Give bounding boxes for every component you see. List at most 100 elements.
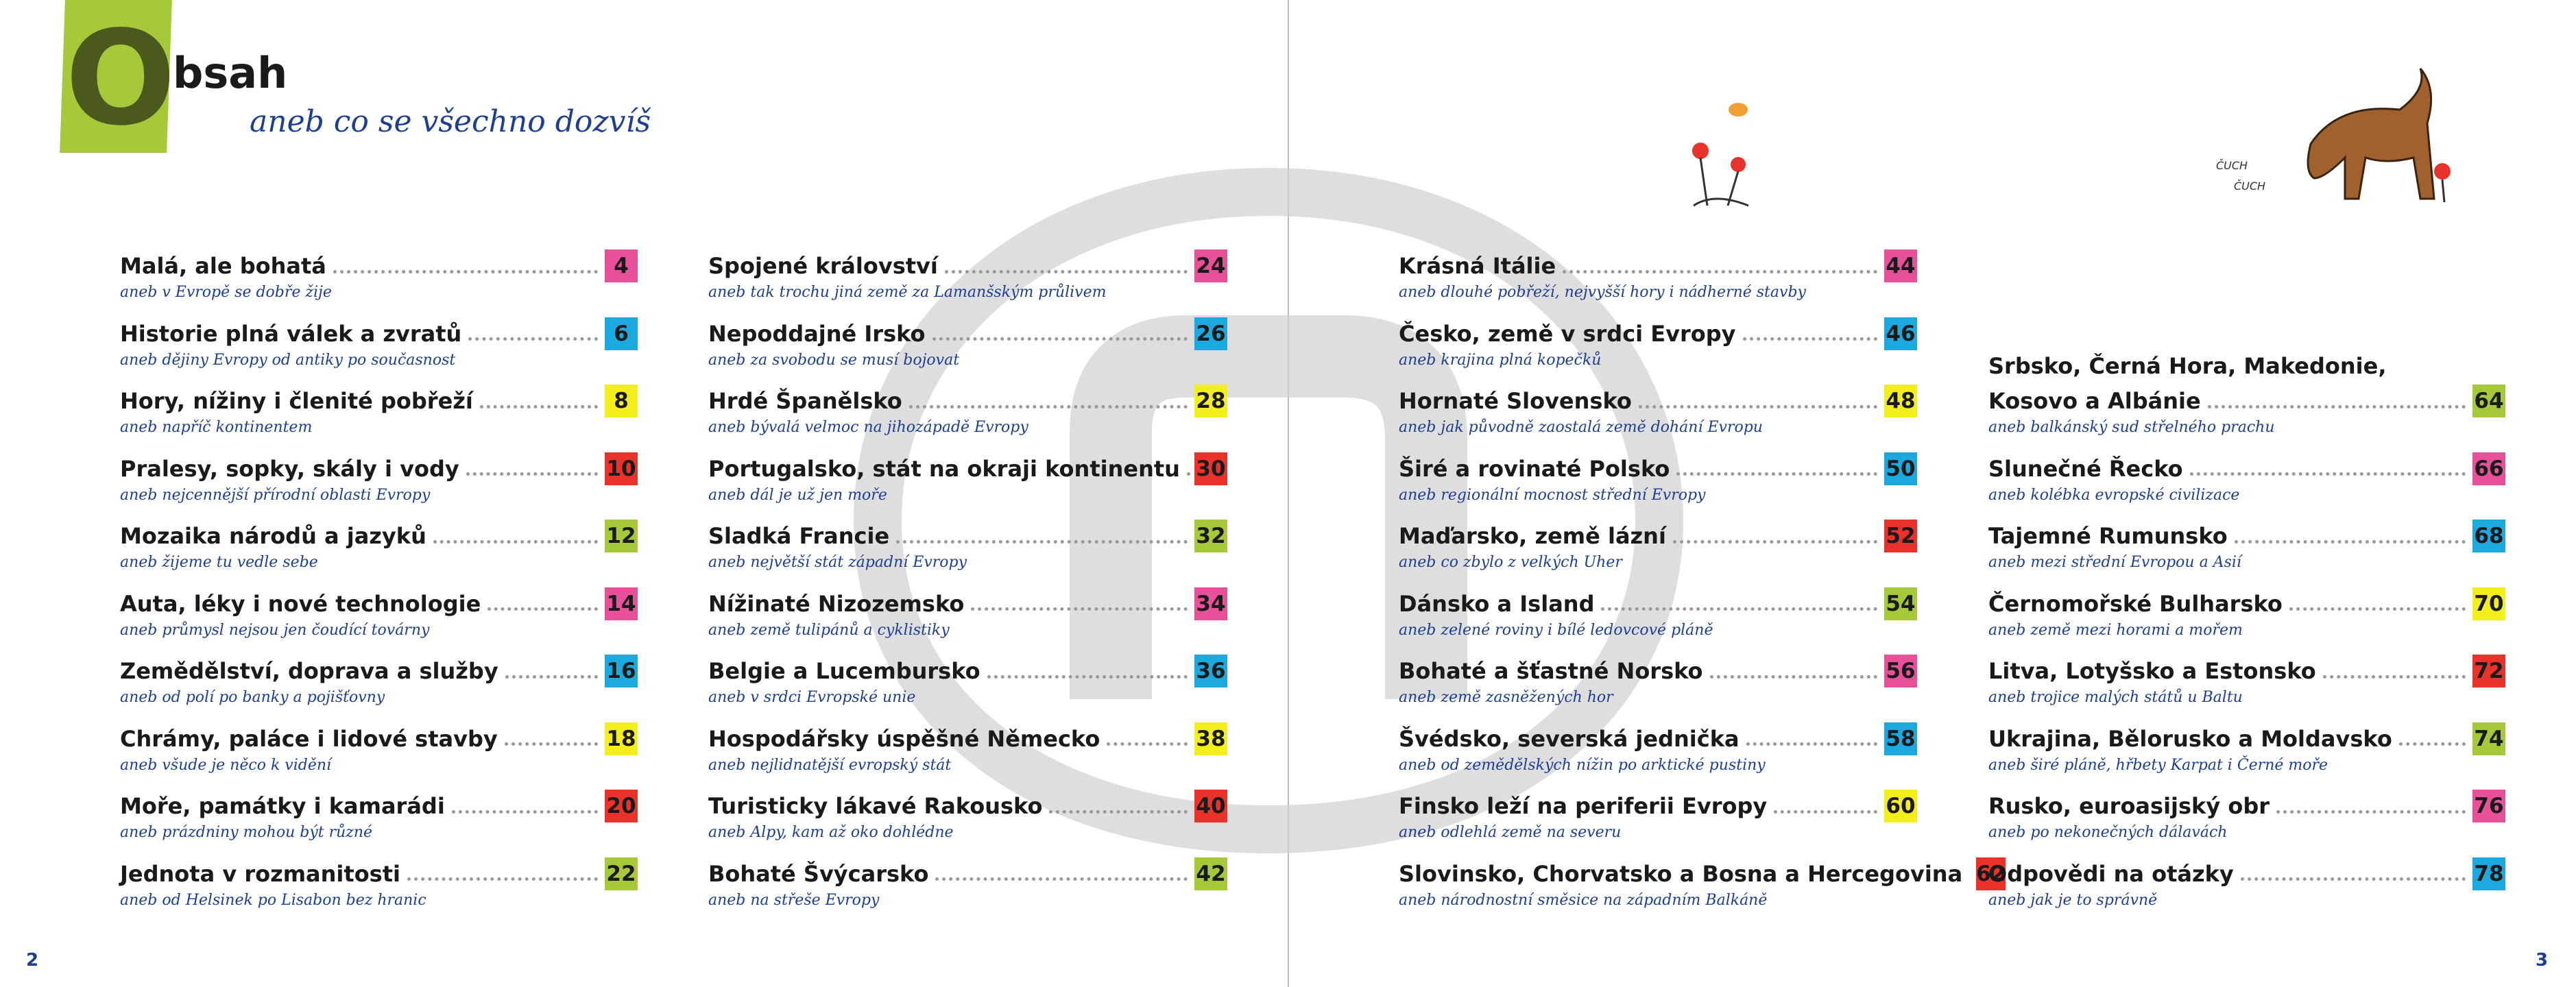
- entry-subtitle: aneb mezi střední Evropou a Asií: [1988, 554, 2241, 571]
- entry-row: Hrdé Španělsko 28: [708, 385, 1227, 417]
- toc-entry: Chrámy, paláce i lidové stavby 18 aneb všu…: [120, 722, 638, 774]
- sound-text: ČUCH: [2234, 180, 2266, 193]
- toc-entry: Pralesy, sopky, skály i vody 10 aneb nejce…: [120, 452, 638, 504]
- entry-subtitle: aneb odlehlá země na severu: [1399, 824, 1622, 841]
- watermark: [853, 167, 1684, 854]
- dot-leader: [2289, 607, 2466, 611]
- toc-entry: Belgie a Lucembursko 36 aneb v srdci Evrop…: [708, 655, 1227, 706]
- dot-leader: [1672, 539, 1877, 544]
- page-divider: [1288, 0, 1289, 987]
- entry-row: Turisticky lákavé Rakousko 40: [708, 790, 1227, 822]
- dot-leader: [468, 337, 598, 341]
- entry-row: Pralesy, sopky, skály i vody 10: [120, 452, 638, 485]
- page-box: 36: [1194, 655, 1227, 687]
- entry-subtitle: aneb na střeše Evropy: [708, 891, 880, 909]
- entry-subtitle: aneb jak původně zaostalá země dohání Ev…: [1399, 419, 1763, 436]
- entry-row: Česko, země v srdci Evropy 46: [1399, 317, 1917, 350]
- page-box: 56: [1884, 655, 1917, 687]
- entry-row: Švédsko, severská jednička 58: [1399, 722, 1917, 755]
- dot-leader: [1186, 472, 1188, 476]
- entry-subtitle: aneb krajina plná kopečků: [1399, 351, 1602, 369]
- dot-leader: [1746, 742, 1877, 746]
- entry-row: Odpovědi na otázky 78: [1988, 857, 2505, 890]
- entry-subtitle: aneb od polí po banky a pojišťovny: [120, 689, 385, 706]
- entry-title: Dánsko a Island: [1399, 590, 1595, 617]
- entry-title: Jednota v rozmanitosti: [120, 860, 400, 887]
- entry-title: Hornaté Slovensko: [1399, 388, 1632, 414]
- entry-title: Auta, léky i nové technologie: [120, 590, 481, 617]
- entry-row: Auta, léky i nové technologie 14: [120, 587, 638, 620]
- toc-entry: Bohaté a šťastné Norsko 56 aneb země zasně…: [1399, 655, 1917, 706]
- toc-entry: Maďarsko, země lázní 52 aneb co zbylo z ve…: [1399, 520, 1917, 571]
- entry-row: Bohaté a šťastné Norsko 56: [1399, 655, 1917, 687]
- dot-leader: [433, 539, 598, 544]
- entry-subtitle: aneb jak je to správně: [1988, 891, 2158, 909]
- entry-subtitle: aneb v srdci Evropské unie: [708, 689, 916, 706]
- dot-leader: [451, 809, 598, 814]
- entry-subtitle: aneb od Helsinek po Lisabon bez hranic: [120, 891, 426, 909]
- entry-subtitle: aneb kolébka evropské civilizace: [1988, 486, 2240, 504]
- entry-subtitle: aneb všude je něco k vidění: [120, 756, 332, 774]
- entry-row: Historie plná válek a zvratů 6: [120, 317, 638, 350]
- entry-title: Mozaika národů a jazyků: [120, 523, 426, 549]
- page-box: 50: [1884, 452, 1917, 485]
- toc-entry: Kosovo a Albánie 64 Srbsko, Černá Hora, Ma…: [1988, 353, 2505, 436]
- page-box: 14: [605, 587, 638, 620]
- entry-title: Spojené království: [708, 253, 938, 279]
- entry-subtitle: aneb od zemědělských nížin po arktické p…: [1399, 756, 1766, 774]
- page-box: 22: [605, 857, 638, 890]
- toc-entry: Sladká Francie 32 aneb největší stát západ…: [708, 520, 1227, 571]
- sound-text: ČUCH: [2216, 159, 2248, 172]
- entry-title: Portugalsko, stát na okraji kontinentu: [708, 455, 1180, 482]
- entry-title: Nížinaté Nizozemsko: [708, 590, 965, 617]
- entry-row: Nepoddajné Irsko 26: [708, 317, 1227, 350]
- dot-leader: [2234, 539, 2466, 544]
- page-box: 6: [605, 317, 638, 350]
- entry-subtitle: aneb co zbylo z velkých Uher: [1399, 554, 1622, 571]
- page-box: 34: [1194, 587, 1227, 620]
- entry-title: Rusko, euroasijský obr: [1988, 793, 2270, 819]
- toc-entry: Litva, Lotyšsko a Estonsko 72 aneb trojice…: [1988, 655, 2505, 706]
- page-box: 8: [605, 385, 638, 417]
- toc-entry: Finsko leží na periferii Evropy 60 aneb od…: [1399, 790, 1917, 841]
- entry-title: Litva, Lotyšsko a Estonsko: [1988, 658, 2316, 684]
- entry-row: Moře, památky i kamarádi 20: [120, 790, 638, 822]
- entry-row: Slovinsko, Chorvatsko a Bosna a Hercegov…: [1399, 857, 2006, 890]
- entry-row: Bohaté Švýcarsko 42: [708, 857, 1227, 890]
- toc-entry: Mozaika národů a jazyků 12 aneb žijeme tu …: [120, 520, 638, 571]
- entry-row: Ukrajina, Bělorusko a Moldavsko 74: [1988, 722, 2505, 755]
- entry-row: Spojené království 24: [708, 249, 1227, 282]
- entry-title: Ukrajina, Bělorusko a Moldavsko: [1988, 725, 2392, 752]
- page-box: 76: [2472, 790, 2505, 822]
- entry-subtitle: aneb zelené roviny i bílé ledovcové plán…: [1399, 621, 1713, 639]
- dot-leader: [333, 269, 598, 273]
- toc-entry: Spojené království 24 aneb tak trochu jiná…: [708, 249, 1227, 301]
- toc-entry: Česko, země v srdci Evropy 46 aneb krajina…: [1399, 317, 1917, 369]
- page-box: 38: [1194, 722, 1227, 755]
- page-box: 52: [1884, 520, 1917, 552]
- entry-title: Malá, ale bohatá: [120, 253, 326, 279]
- entry-row: Hospodářsky úspěšné Německo 38: [708, 722, 1227, 755]
- page-box: 70: [2472, 587, 2505, 620]
- entry-subtitle: aneb země mezi horami a mořem: [1988, 621, 2243, 639]
- page-box: 28: [1194, 385, 1227, 417]
- entry-title: Odpovědi na otázky: [1988, 860, 2234, 887]
- toc-entry: Moře, památky i kamarádi 20 aneb prázdniny…: [120, 790, 638, 841]
- dot-leader: [479, 404, 598, 409]
- page-box: 46: [1884, 317, 1917, 350]
- dot-leader: [1676, 472, 1877, 476]
- entry-row: Belgie a Lucembursko 36: [708, 655, 1227, 687]
- entry-title: Moře, památky i kamarádi: [120, 793, 445, 819]
- entry-title: Maďarsko, země lázní: [1399, 523, 1666, 549]
- dot-leader: [1774, 809, 1877, 814]
- page-box: 30: [1194, 452, 1227, 485]
- header-title: bsah: [173, 48, 288, 98]
- entry-row: Širé a rovinaté Polsko 50: [1399, 452, 1917, 485]
- toc-entry: Slovinsko, Chorvatsko a Bosna a Hercegov…: [1399, 857, 2006, 909]
- entry-title: Slunečné Řecko: [1988, 455, 2183, 482]
- entry-row: Dánsko a Island 54: [1399, 587, 1917, 620]
- entry-title: Hospodářsky úspěšné Německo: [708, 725, 1100, 752]
- entry-row: Zemědělství, doprava a služby 16: [120, 655, 638, 687]
- entry-title: Historie plná válek a zvratů: [120, 320, 462, 347]
- page-box: 4: [605, 249, 638, 282]
